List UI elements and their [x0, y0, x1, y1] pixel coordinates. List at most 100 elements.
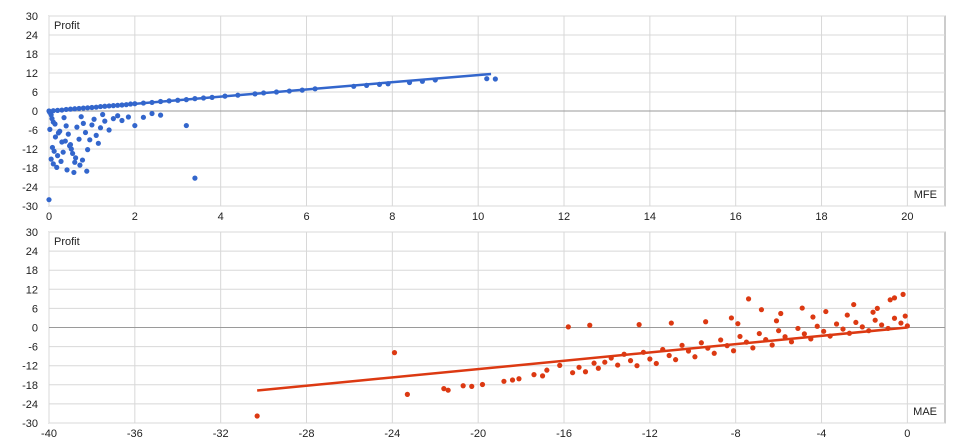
data-point [756, 330, 762, 337]
data-point [570, 370, 576, 376]
data-point [557, 362, 563, 368]
y-tick-label: 6 [32, 87, 38, 99]
data-point [544, 367, 550, 373]
x-tick-label: -40 [41, 428, 57, 440]
data-point [750, 345, 756, 351]
data-point [801, 331, 807, 337]
x-tick-label: 8 [389, 211, 395, 223]
data-point [773, 318, 780, 324]
data-point [157, 112, 164, 118]
data-point [636, 322, 642, 328]
data-point [795, 325, 801, 332]
data-point [653, 360, 659, 367]
data-point [602, 359, 608, 365]
x-tick-label: 14 [644, 211, 656, 223]
data-point [673, 357, 679, 363]
data-point [627, 358, 634, 364]
y-axis-label: Profit [54, 236, 80, 248]
data-point [891, 315, 898, 321]
data-point [71, 169, 77, 176]
x-tick-label: -36 [127, 428, 143, 440]
y-tick-label: -12 [22, 361, 38, 373]
data-point [61, 115, 67, 121]
x-tick-label: 20 [901, 211, 913, 223]
data-point [54, 153, 61, 159]
x-tick-label: 16 [730, 211, 742, 223]
data-point [51, 148, 57, 154]
x-tick-label: 4 [218, 211, 224, 223]
data-point [72, 159, 78, 165]
data-point [874, 305, 880, 311]
data-point [718, 337, 724, 343]
x-tick-label: 10 [472, 211, 484, 223]
data-point [591, 360, 597, 366]
data-point [692, 354, 698, 360]
x-axis-label: MFE [914, 189, 937, 201]
y-tick-label: 30 [26, 227, 38, 239]
data-point [776, 328, 782, 334]
data-point [758, 307, 765, 313]
data-point [140, 114, 147, 120]
data-point [100, 111, 106, 118]
y-tick-label: 12 [26, 68, 38, 80]
data-point [132, 122, 138, 129]
data-point [91, 116, 97, 122]
data-point [192, 175, 198, 181]
data-point [445, 387, 451, 393]
y-tick-label: -30 [22, 201, 38, 213]
data-point [441, 386, 447, 392]
x-axis-label: MAE [913, 406, 937, 418]
y-tick-label: 24 [26, 30, 38, 42]
data-point [68, 146, 74, 152]
data-point [501, 378, 507, 384]
data-point [647, 356, 653, 362]
data-point [870, 309, 876, 315]
data-point [859, 324, 865, 330]
data-point [769, 342, 775, 348]
data-point [469, 383, 475, 389]
x-tick-label: 0 [46, 211, 52, 223]
y-tick-label: -24 [22, 182, 38, 194]
data-point [110, 116, 116, 122]
x-tick-label: -4 [817, 428, 827, 440]
data-point [119, 117, 125, 124]
data-point [404, 391, 410, 397]
data-point [565, 324, 571, 330]
data-point [149, 110, 155, 117]
data-point [79, 157, 86, 163]
data-point [666, 352, 672, 359]
data-point [80, 120, 86, 126]
data-point [703, 319, 709, 325]
data-point [97, 125, 104, 131]
data-point [587, 322, 593, 328]
y-tick-label: -12 [22, 144, 38, 156]
x-tick-label: 18 [815, 211, 827, 223]
data-point [576, 364, 582, 370]
data-point [595, 365, 601, 371]
x-tick-label: -12 [642, 428, 658, 440]
data-point [62, 138, 68, 144]
x-tick-label: 6 [303, 211, 309, 223]
data-point [183, 122, 189, 129]
data-point [745, 296, 752, 302]
data-point [84, 168, 90, 174]
y-tick-label: -24 [22, 399, 38, 411]
data-point [106, 127, 112, 133]
data-point [52, 121, 58, 127]
y-tick-label: 6 [32, 303, 38, 315]
data-point [823, 308, 829, 315]
x-tick-label: 12 [558, 211, 570, 223]
data-point [887, 297, 893, 303]
data-point [93, 132, 99, 138]
x-tick-label: -20 [470, 428, 486, 440]
data-point [735, 321, 741, 327]
data-point [898, 320, 904, 326]
y-axis-label: Profit [54, 20, 80, 32]
data-point [54, 164, 60, 170]
data-point [879, 322, 885, 328]
data-point [115, 113, 121, 119]
data-point [509, 377, 516, 383]
data-point [78, 114, 84, 120]
x-tick-label: -32 [213, 428, 229, 440]
